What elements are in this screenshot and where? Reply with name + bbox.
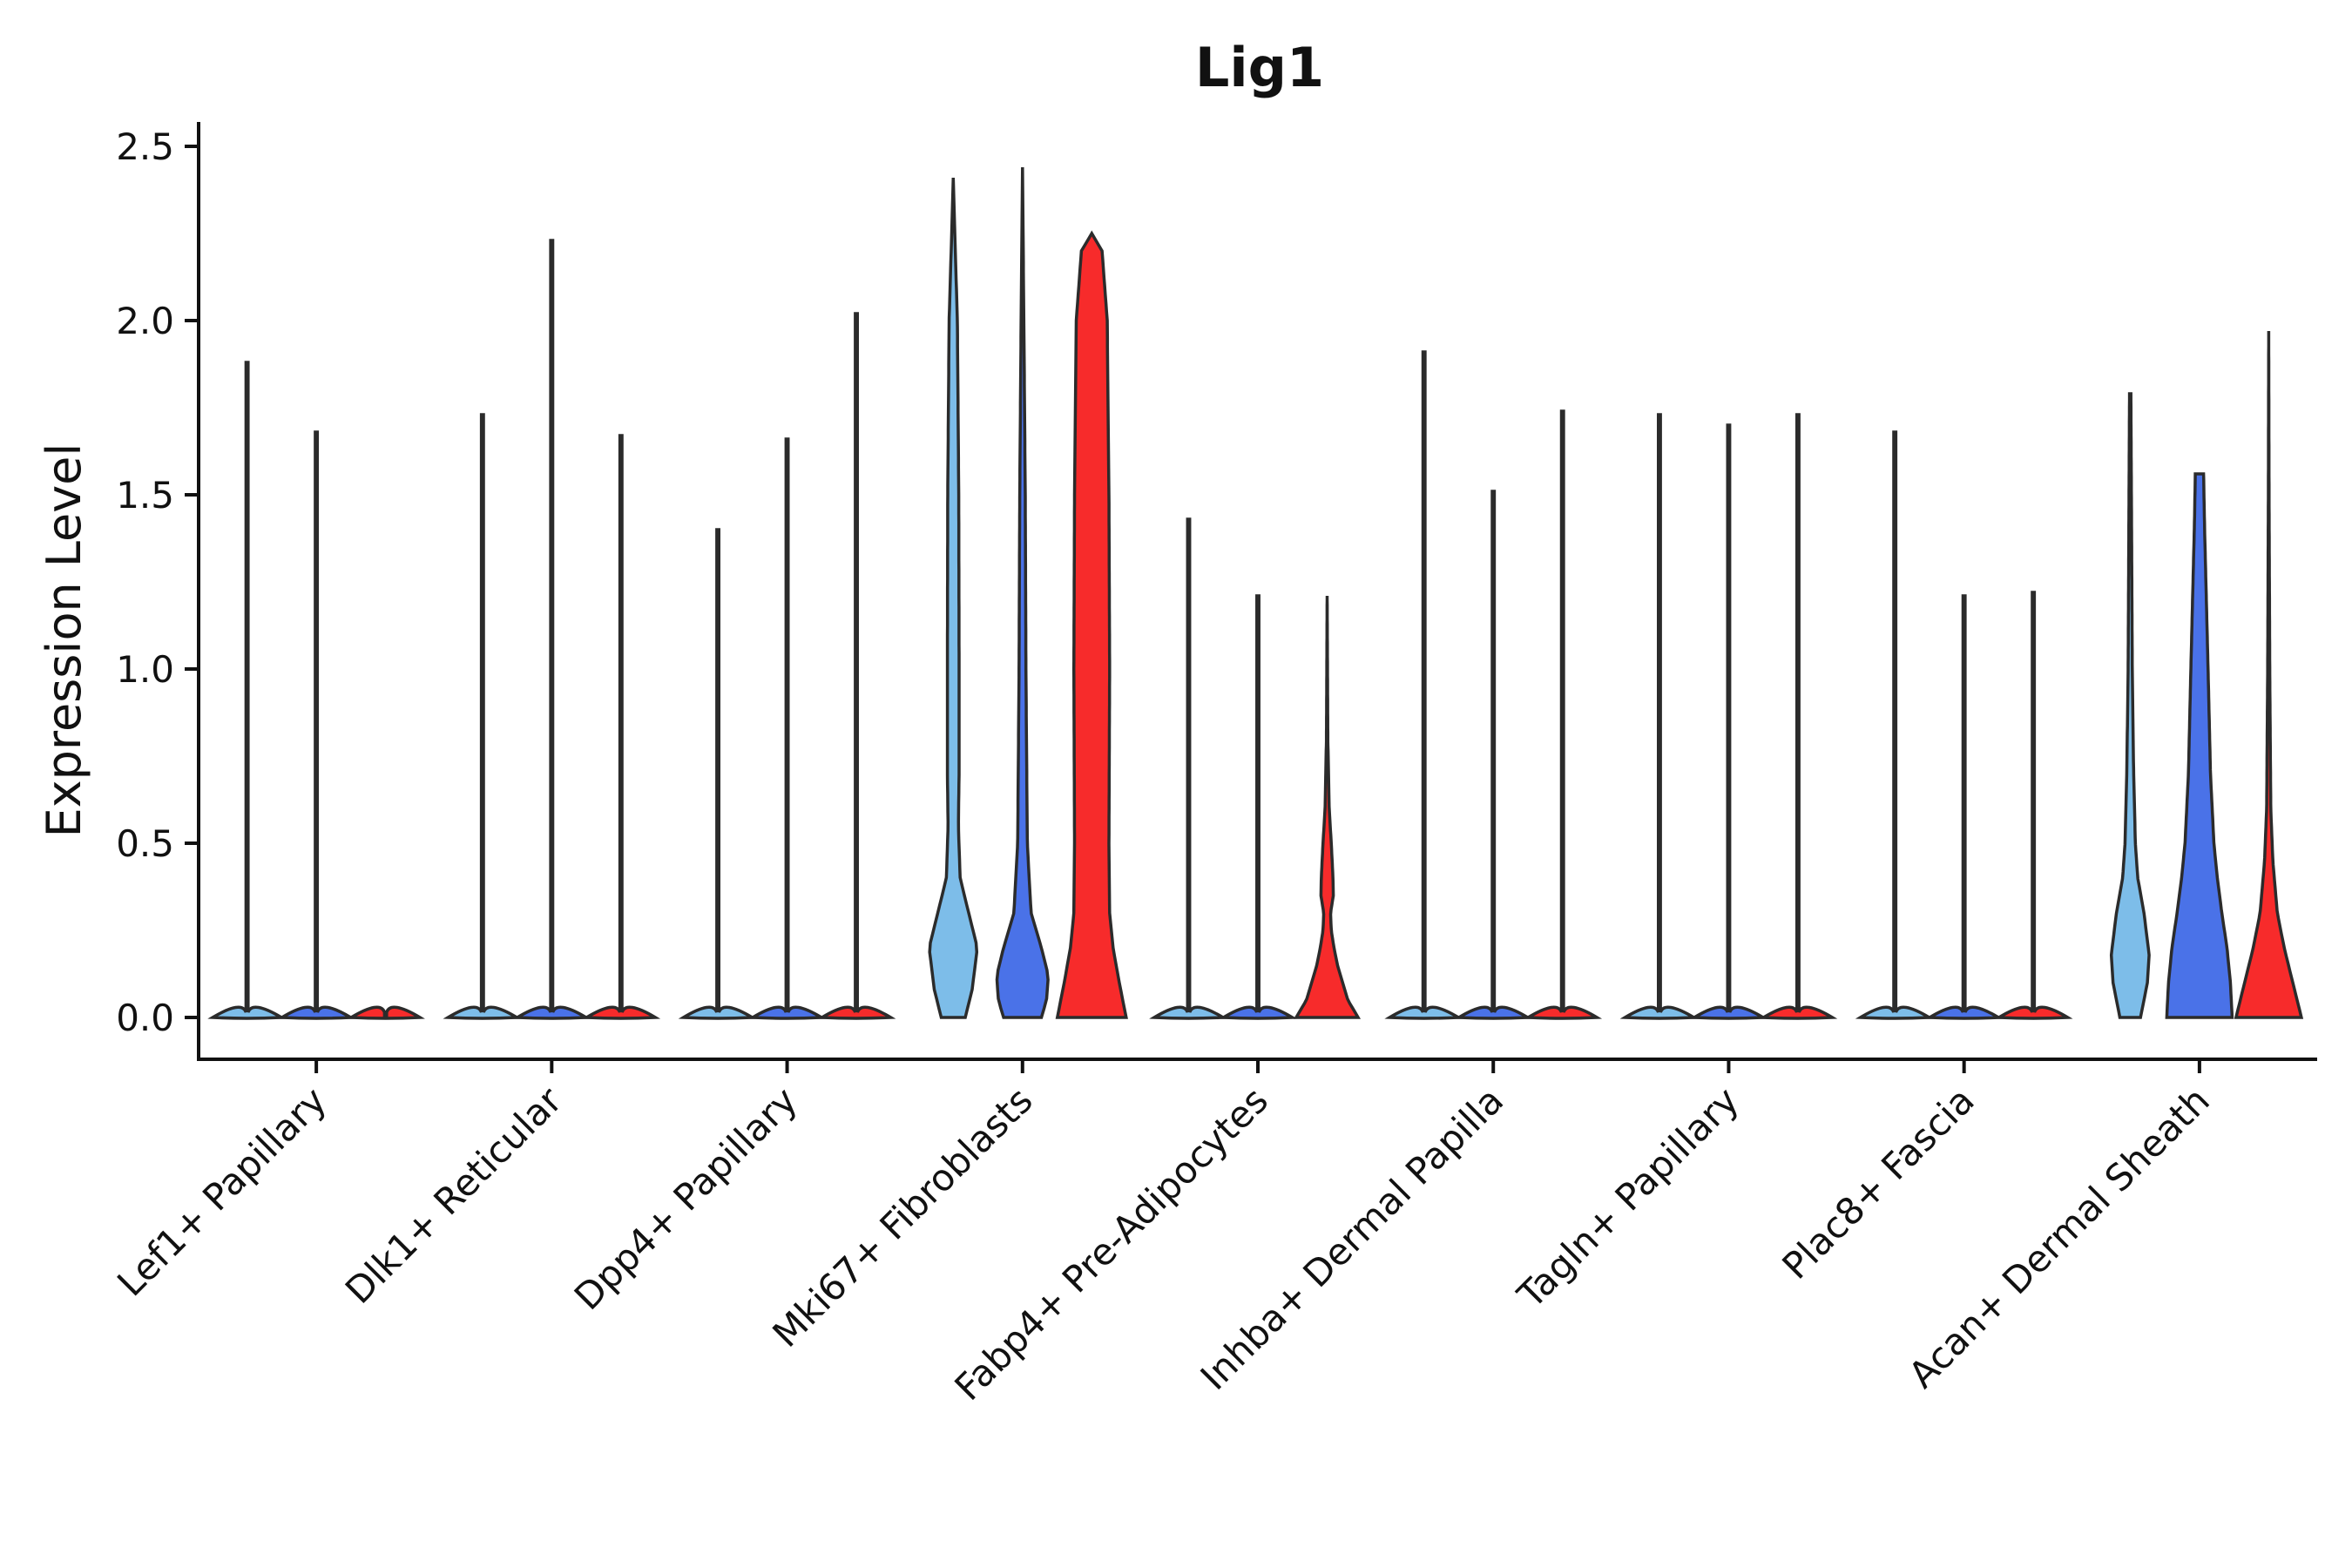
violin-group2-8 [1924, 594, 2004, 1020]
y-axis-label: Expression Level [37, 443, 91, 838]
violin-group2-4 [995, 166, 1050, 1019]
y-tick-label: 2.5 [116, 125, 174, 168]
chart-title: Lig1 [1195, 36, 1324, 99]
violin-group1-7 [1619, 413, 1700, 1020]
violin-group2-7 [1689, 423, 1768, 1020]
violin-group3-1 [346, 1005, 425, 1020]
y-tick-label: 1.0 [116, 648, 174, 691]
violin-group3-3 [816, 312, 896, 1020]
x-tick-label: Dpp4+ Papillary [566, 1078, 806, 1318]
violin-group3-9 [2234, 331, 2304, 1019]
violin-group3-2 [581, 434, 661, 1020]
y-tick-label: 0.0 [116, 997, 174, 1039]
violin-group1-3 [678, 528, 758, 1020]
x-tick-label: Mki67+ Fibroblasts [764, 1078, 1040, 1355]
violin-group1-9 [2109, 392, 2151, 1019]
violin-group2-3 [747, 437, 827, 1020]
violin-group3-5 [1293, 596, 1362, 1019]
violin-group1-8 [1855, 430, 1935, 1020]
violin-group3-7 [1758, 413, 1838, 1020]
violin-group3-8 [1993, 591, 2073, 1020]
x-tick-label: Dlk1+ Reticular [337, 1078, 571, 1312]
violin-group1-5 [1149, 517, 1228, 1020]
violin-group2-6 [1453, 490, 1533, 1020]
violin-group1-2 [443, 413, 523, 1020]
violin-group1-6 [1384, 350, 1464, 1020]
violin-group3-4 [1055, 230, 1128, 1019]
violin-group3-6 [1523, 409, 1603, 1020]
violin-group [207, 166, 2304, 1020]
x-tick-label: Lef1+ Papillary [109, 1078, 335, 1304]
violin-group2-9 [2165, 472, 2234, 1019]
y-tick-label: 0.5 [116, 822, 174, 865]
violin-group2-2 [511, 239, 591, 1020]
violin-group1-1 [207, 361, 287, 1020]
violin-group2-5 [1218, 594, 1298, 1020]
axes: 0.0 0.5 1.0 1.5 2.0 2.5 Lef1+ Papillary Dlk1+ R… [109, 122, 2317, 1409]
y-tick-label: 2.0 [116, 300, 174, 342]
violin-group2-1 [276, 430, 356, 1020]
x-tick-label: Plac8+ Fascia [1774, 1078, 1982, 1287]
violin-group1-4 [928, 177, 979, 1019]
y-tick-label: 1.5 [116, 474, 174, 517]
x-tick-label: Tagln+ Papillary [1509, 1078, 1747, 1316]
